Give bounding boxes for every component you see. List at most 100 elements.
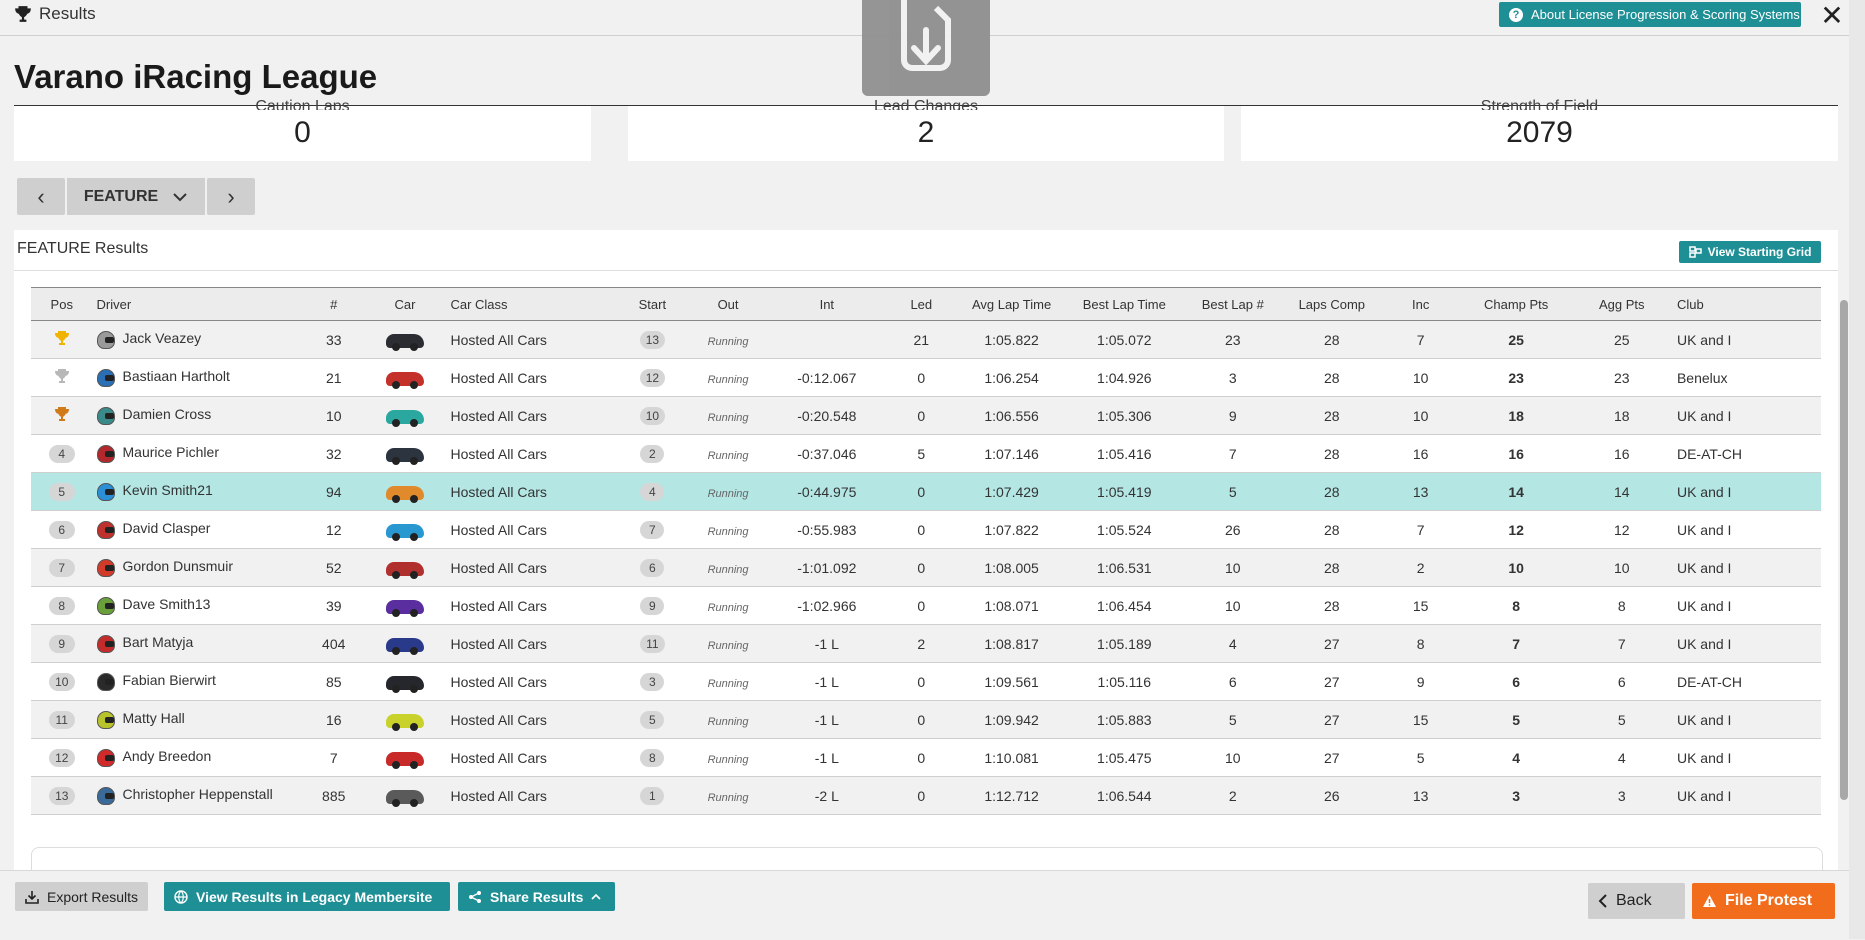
trophy-icon xyxy=(54,331,69,345)
laps-led-cell: 5 xyxy=(886,434,957,473)
start-badge: 2 xyxy=(640,444,665,463)
column-header[interactable]: Driver xyxy=(92,287,304,321)
table-row[interactable]: 4 Maurice Pichler 32 Hosted All Cars 2 Runnin… xyxy=(31,434,1821,473)
pos-cell: 7 xyxy=(31,548,93,587)
driver-cell[interactable]: Matty Hall xyxy=(92,700,304,739)
column-header[interactable]: Car Class xyxy=(446,287,616,321)
prev-session-button[interactable]: ‹ xyxy=(17,178,65,215)
table-row[interactable]: 13 Christopher Heppenstall 885 Hosted All C… xyxy=(31,776,1821,815)
table-row[interactable]: 6 David Clasper 12 Hosted All Cars 7 Running -… xyxy=(31,510,1821,549)
champ-pts-cell: 3 xyxy=(1461,776,1571,815)
column-header[interactable]: Laps Comp xyxy=(1283,287,1380,321)
driver-cell[interactable]: Gordon Dunsmuir xyxy=(92,548,304,587)
avg-lap-cell: 1:07.429 xyxy=(956,472,1067,511)
incidents-cell: 8 xyxy=(1379,624,1462,663)
table-row[interactable]: 5 Kevin Smith21 94 Hosted All Cars 4 Running -… xyxy=(31,472,1821,511)
driver-name[interactable]: Dave Smith13 xyxy=(122,596,211,613)
driver-name[interactable]: Andy Breedon xyxy=(122,748,212,765)
driver-name[interactable]: Damien Cross xyxy=(122,406,212,423)
table-row[interactable]: 7 Gordon Dunsmuir 52 Hosted All Cars 6 Runnin… xyxy=(31,548,1821,587)
avg-lap-cell: 1:10.081 xyxy=(956,738,1067,777)
share-results-button[interactable]: Share Results xyxy=(458,882,615,911)
driver-name[interactable]: Bastiaan Hartholt xyxy=(122,368,230,385)
session-select[interactable]: FEATURE xyxy=(67,178,205,215)
table-row[interactable]: Jack Veazey 33 Hosted All Cars 13 Running 21 1… xyxy=(31,320,1821,359)
start-cell: 4 xyxy=(615,472,689,511)
car-cell xyxy=(363,738,447,777)
car-class-cell: Hosted All Cars xyxy=(446,738,616,777)
driver-cell[interactable]: Fabian Bierwirt xyxy=(92,662,304,701)
table-row[interactable]: 9 Bart Matyja 404 Hosted All Cars 11 Running -… xyxy=(31,624,1821,663)
view-starting-grid-button[interactable]: View Starting Grid xyxy=(1679,241,1821,263)
best-lap-time-cell: 1:06.544 xyxy=(1066,776,1182,815)
back-button[interactable]: Back xyxy=(1588,883,1685,919)
driver-name[interactable]: Gordon Dunsmuir xyxy=(122,558,234,575)
file-protest-button[interactable]: File Protest xyxy=(1692,883,1835,919)
table-row[interactable]: 10 Fabian Bierwirt 85 Hosted All Cars 3 Runni… xyxy=(31,662,1821,701)
car-icon xyxy=(385,675,424,693)
best-lap-time-cell: 1:05.189 xyxy=(1066,624,1182,663)
laps-led-cell: 0 xyxy=(886,586,957,625)
column-header[interactable]: Out xyxy=(688,287,768,321)
car-class-cell: Hosted All Cars xyxy=(446,586,616,625)
column-header[interactable]: Champ Pts xyxy=(1461,287,1571,321)
driver-name[interactable]: Bart Matyja xyxy=(122,634,194,651)
laps-comp-cell: 27 xyxy=(1283,738,1380,777)
column-header[interactable]: Int xyxy=(767,287,887,321)
scrollbar-thumb[interactable] xyxy=(1840,300,1848,800)
driver-cell[interactable]: Damien Cross xyxy=(92,396,304,435)
driver-cell[interactable]: Maurice Pichler xyxy=(92,434,304,473)
next-session-button[interactable]: › xyxy=(207,178,255,215)
column-header[interactable]: Car xyxy=(363,287,447,321)
driver-name[interactable]: Christopher Heppenstall xyxy=(122,786,273,803)
table-row[interactable]: 11 Matty Hall 16 Hosted All Cars 5 Running -1 … xyxy=(31,700,1821,739)
car-number-cell: 16 xyxy=(304,700,364,739)
driver-cell[interactable]: Kevin Smith21 xyxy=(92,472,304,511)
chevron-left-icon xyxy=(1598,894,1607,908)
column-header[interactable]: Best Lap # xyxy=(1181,287,1284,321)
car-icon xyxy=(385,409,424,427)
table-row[interactable]: Damien Cross 10 Hosted All Cars 10 Running -0… xyxy=(31,396,1821,435)
column-header[interactable]: Agg Pts xyxy=(1570,287,1673,321)
car-icon xyxy=(385,447,424,465)
about-license-button[interactable]: ? About License Progression & Scoring Sy… xyxy=(1499,2,1801,27)
column-header[interactable]: Avg Lap Time xyxy=(956,287,1067,321)
view-legacy-button[interactable]: View Results in Legacy Membersite xyxy=(164,882,450,911)
driver-name[interactable]: Kevin Smith21 xyxy=(122,482,213,499)
driver-name[interactable]: Matty Hall xyxy=(122,710,185,727)
driver-cell[interactable]: Christopher Heppenstall xyxy=(92,776,304,815)
champ-pts-cell: 5 xyxy=(1461,700,1571,739)
driver-cell[interactable]: Andy Breedon xyxy=(92,738,304,777)
best-lap-time-cell: 1:05.475 xyxy=(1066,738,1182,777)
driver-name[interactable]: Fabian Bierwirt xyxy=(122,672,216,689)
car-number-cell: 885 xyxy=(304,776,364,815)
download-overlay[interactable] xyxy=(862,0,990,96)
driver-cell[interactable]: Bastiaan Hartholt xyxy=(92,358,304,397)
column-header[interactable]: Inc xyxy=(1379,287,1462,321)
out-cell: Running xyxy=(688,624,768,663)
column-header[interactable]: Start xyxy=(615,287,689,321)
table-row[interactable]: 12 Andy Breedon 7 Hosted All Cars 8 Running -1… xyxy=(31,738,1821,777)
driver-cell[interactable]: Dave Smith13 xyxy=(92,586,304,625)
close-icon[interactable]: ✕ xyxy=(1820,0,1844,31)
driver-name[interactable]: Maurice Pichler xyxy=(122,444,219,461)
driver-name[interactable]: David Clasper xyxy=(122,520,211,537)
column-header[interactable]: # xyxy=(304,287,364,321)
column-header[interactable]: Club xyxy=(1672,287,1821,321)
scrollbar-track[interactable] xyxy=(1849,0,1865,939)
car-number-cell: 21 xyxy=(304,358,364,397)
table-row[interactable]: 8 Dave Smith13 39 Hosted All Cars 9 Running -1… xyxy=(31,586,1821,625)
column-header[interactable]: Pos xyxy=(31,287,93,321)
out-status: Running xyxy=(707,791,749,804)
table-row[interactable]: Bastiaan Hartholt 21 Hosted All Cars 12 Runn… xyxy=(31,358,1821,397)
driver-cell[interactable]: Jack Veazey xyxy=(92,320,304,359)
out-status: Running xyxy=(707,335,749,348)
driver-cell[interactable]: David Clasper xyxy=(92,510,304,549)
column-header[interactable]: Best Lap Time xyxy=(1066,287,1182,321)
car-icon xyxy=(385,637,424,655)
driver-name[interactable]: Jack Veazey xyxy=(122,330,202,347)
driver-cell[interactable]: Bart Matyja xyxy=(92,624,304,663)
column-header[interactable]: Led xyxy=(886,287,957,321)
export-results-button[interactable]: Export Results xyxy=(15,882,149,911)
file-protest-label: File Protest xyxy=(1725,892,1813,909)
